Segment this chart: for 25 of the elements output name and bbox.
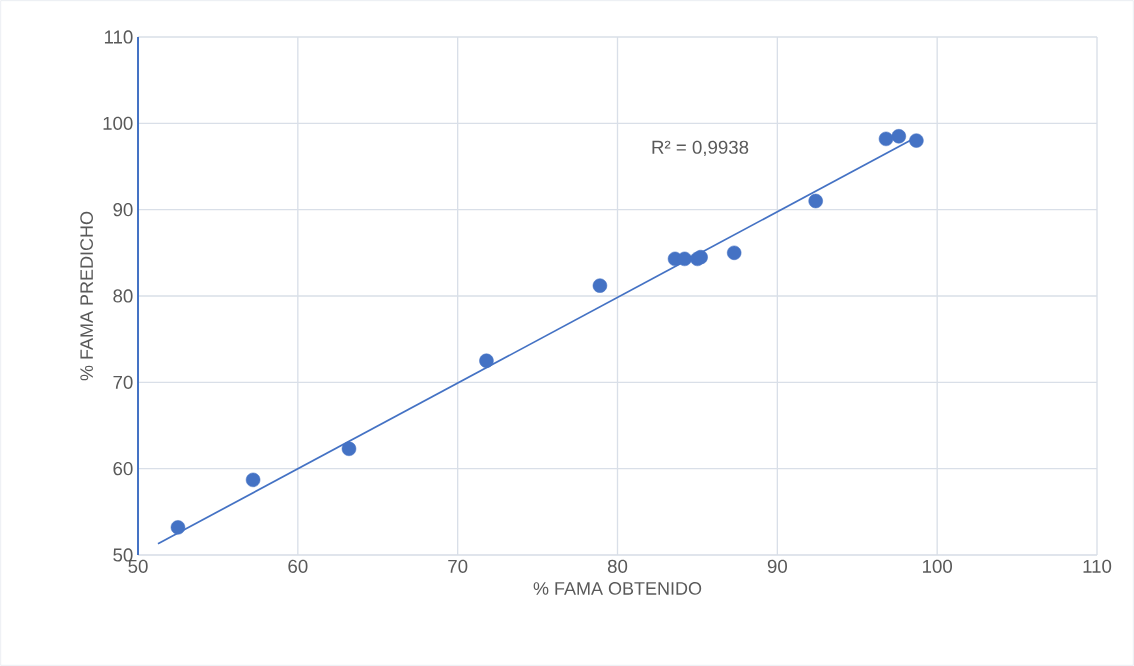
y-tick-label: 70 — [113, 375, 133, 389]
y-tick-label: 110 — [104, 30, 133, 44]
x-tick-label: 80 — [607, 559, 628, 573]
y-axis-title: % FAMA PREDICHO — [80, 211, 93, 381]
point — [891, 129, 907, 144]
point — [245, 472, 261, 488]
point — [170, 520, 186, 535]
point — [808, 193, 823, 209]
y-tick-label: 90 — [113, 203, 133, 217]
point — [909, 133, 924, 148]
x-tick-label: 100 — [923, 559, 953, 573]
x-tick-label: 70 — [448, 559, 468, 573]
annotation: R² = 0,9938 — [652, 140, 749, 157]
point — [878, 131, 894, 147]
y-tick-label: 100 — [103, 116, 133, 130]
point — [726, 245, 742, 261]
point — [592, 278, 608, 293]
y-tick-label: 80 — [113, 289, 133, 303]
y-tick-label: 60 — [113, 462, 133, 476]
x-tick-label: 90 — [767, 559, 787, 573]
point — [341, 441, 357, 456]
x-tick-label: 60 — [288, 559, 308, 573]
x-tick-label: 110 — [1083, 559, 1112, 573]
x-axis-title: % FAMA OBTENIDO — [533, 582, 702, 595]
point — [479, 353, 494, 368]
